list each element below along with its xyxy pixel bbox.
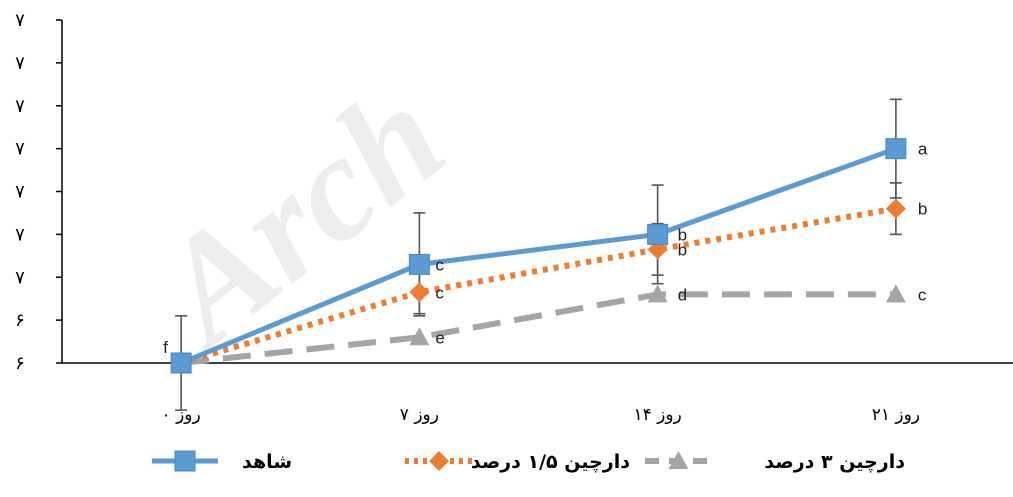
data-label: c <box>435 255 444 274</box>
data-point <box>885 198 906 219</box>
legend-swatch-marker <box>668 451 689 469</box>
data-label: b <box>678 225 687 244</box>
data-label: b <box>918 200 927 219</box>
y-tick-label: ۷ <box>15 53 25 74</box>
y-tick-label: ۷ <box>15 139 25 160</box>
data-label: b <box>678 240 687 259</box>
series-line-1 <box>180 205 897 366</box>
legend-label: دارچین ۱/۵ درصد <box>471 451 630 473</box>
data-point <box>885 138 907 160</box>
data-point <box>647 223 669 245</box>
legend-label: شاهد <box>242 451 292 473</box>
data-point <box>409 282 430 303</box>
data-point <box>170 352 192 374</box>
y-tick-label: ۷ <box>15 267 25 288</box>
y-tick-label: ۶ <box>15 310 25 331</box>
data-label: d <box>678 285 687 304</box>
y-tick-label: ۷ <box>15 10 25 31</box>
x-tick-label: روز ۷ <box>400 405 439 425</box>
x-tick-label: روز ۰ <box>162 405 201 425</box>
legend-label: دارچین ۳ درصد <box>764 451 905 473</box>
y-tick-label: ۷ <box>15 96 25 117</box>
legend-swatch-marker <box>174 450 196 472</box>
data-label: c <box>435 283 444 302</box>
data-point <box>647 284 668 303</box>
data-label: c <box>918 285 927 304</box>
legend: شاهد دارچین ۱/۵ درصد دارچین ۳ درصد <box>152 450 905 473</box>
y-tick-label: ۷ <box>15 182 25 203</box>
data-point <box>885 284 906 303</box>
data-label: a <box>918 140 928 159</box>
legend-swatch-marker <box>429 451 449 471</box>
x-tick-label: روز ۲۱ <box>872 405 920 425</box>
series-line-2 <box>180 291 896 366</box>
y-tick-label: ۶ <box>15 353 25 374</box>
series-line-0 <box>180 146 897 366</box>
y-tick-label: ۷ <box>15 224 25 245</box>
data-point <box>408 253 430 275</box>
x-tick-label: روز ۱۴ <box>633 405 681 425</box>
data-label: e <box>435 328 444 347</box>
axes <box>56 19 1013 364</box>
y-tick-labels: ۶ ۶ ۷ ۷ ۷ ۷ ۷ ۷ ۷ <box>15 10 25 374</box>
x-tick-labels: روز ۰ روز ۷ روز ۱۴ روز ۲۱ <box>162 405 921 425</box>
data-label: f <box>163 338 168 357</box>
data-point <box>409 327 430 346</box>
